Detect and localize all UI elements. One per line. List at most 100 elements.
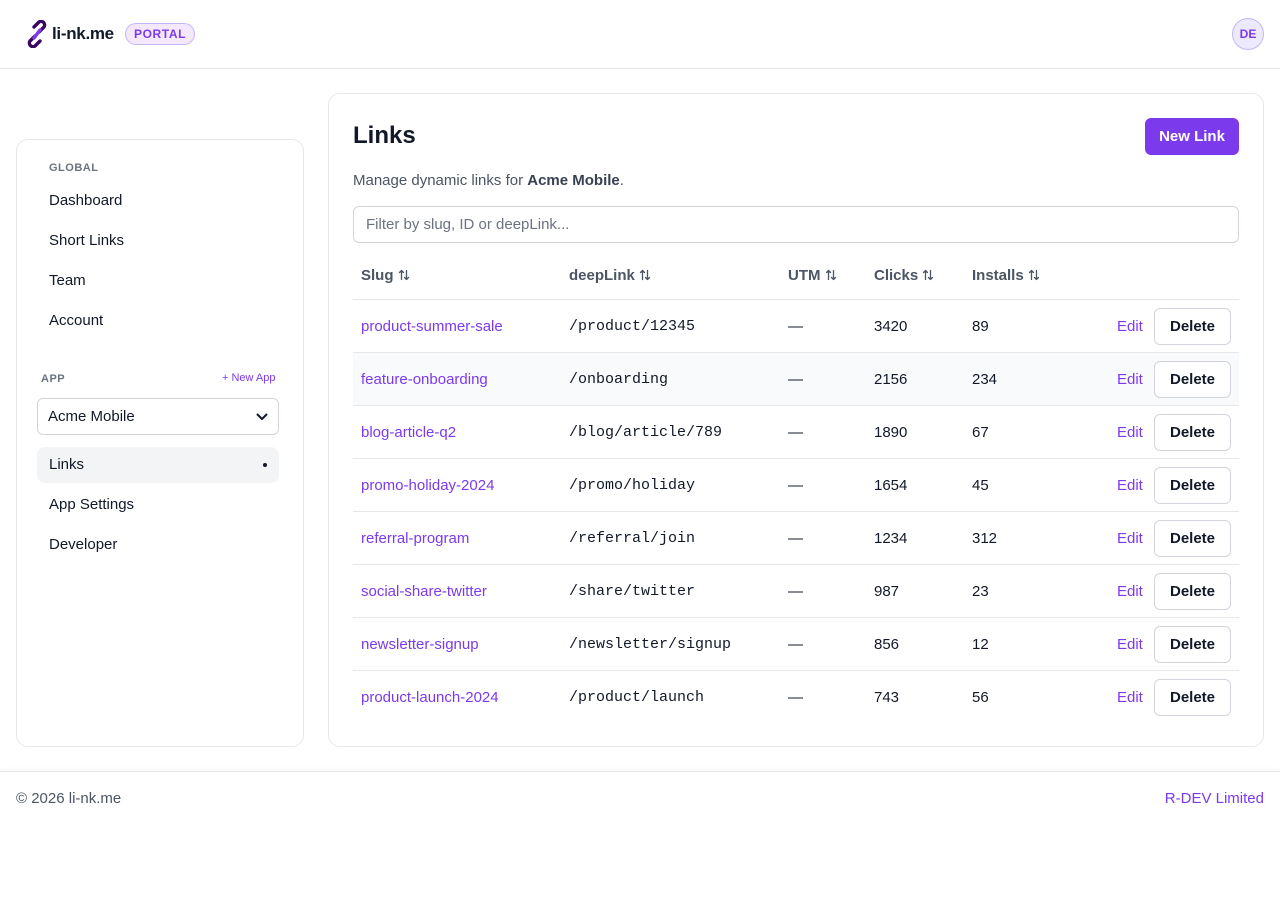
slug-link[interactable]: newsletter-signup <box>361 636 479 653</box>
utm-cell: — <box>788 371 803 388</box>
column-label: Slug <box>361 267 394 284</box>
edit-link[interactable]: Edit <box>1117 530 1143 547</box>
column-label: Installs <box>972 267 1024 284</box>
installs-cell: 56 <box>972 689 989 706</box>
column-header-clicks[interactable]: Clicks <box>874 252 934 300</box>
chevron-down-icon <box>256 413 268 420</box>
top-header: li-nk.me PORTAL DE <box>0 0 1280 69</box>
subtitle-suffix: . <box>619 172 624 189</box>
column-label: Clicks <box>874 267 919 284</box>
slug-link[interactable]: promo-holiday-2024 <box>361 477 495 494</box>
filter-input[interactable] <box>353 206 1239 243</box>
logo[interactable]: li-nk.me <box>24 20 114 48</box>
clicks-cell: 2156 <box>874 371 908 388</box>
chain-link-icon <box>27 20 47 48</box>
new-app-link[interactable]: + New App <box>222 372 276 384</box>
app-select-value: Acme Mobile <box>48 408 135 425</box>
deeplink-cell: /product/12345 <box>569 318 696 335</box>
installs-cell: 45 <box>972 477 989 494</box>
delete-button[interactable]: Delete <box>1154 308 1231 345</box>
user-avatar[interactable]: DE <box>1232 18 1264 50</box>
app-select[interactable]: Acme Mobile <box>37 398 279 435</box>
delete-button[interactable]: Delete <box>1154 414 1231 451</box>
utm-cell: — <box>788 424 803 441</box>
logo-text: li-nk.me <box>52 24 114 43</box>
installs-cell: 89 <box>972 318 989 335</box>
table-header: Slug deepLink UTM Clicks Installs <box>353 252 1239 300</box>
utm-cell: — <box>788 530 803 547</box>
deeplink-cell: /onboarding <box>569 371 669 388</box>
installs-cell: 312 <box>972 530 998 547</box>
delete-button[interactable]: Delete <box>1154 626 1231 663</box>
table-row: referral-program /referral/join — 1234 3… <box>353 512 1239 565</box>
column-header-slug[interactable]: Slug <box>361 252 410 300</box>
edit-link[interactable]: Edit <box>1117 424 1143 441</box>
sidebar-item-links[interactable]: Links <box>37 447 279 483</box>
column-label: UTM <box>788 267 821 284</box>
table-row: feature-onboarding /onboarding — 2156 23… <box>353 353 1239 406</box>
clicks-cell: 987 <box>874 583 900 600</box>
sidebar-item-team[interactable]: Team <box>49 272 86 289</box>
sidebar-item-label: Links <box>49 456 85 473</box>
sidebar-item-account[interactable]: Account <box>49 312 104 329</box>
installs-cell: 234 <box>972 371 998 388</box>
utm-cell: — <box>788 318 803 335</box>
main-panel: Links New Link Manage dynamic links for … <box>328 93 1264 747</box>
table-row: product-summer-sale /product/12345 — 342… <box>353 300 1239 353</box>
utm-cell: — <box>788 689 803 706</box>
slug-link[interactable]: referral-program <box>361 530 470 547</box>
table-row: newsletter-signup /newsletter/signup — 8… <box>353 618 1239 671</box>
deeplink-cell: /product/launch <box>569 689 705 706</box>
new-link-button[interactable]: New Link <box>1145 118 1239 155</box>
slug-link[interactable]: feature-onboarding <box>361 371 488 388</box>
company-link[interactable]: R-DEV Limited <box>1164 790 1264 807</box>
edit-link[interactable]: Edit <box>1117 583 1143 600</box>
page-title: Links <box>353 122 416 149</box>
edit-link[interactable]: Edit <box>1117 371 1143 388</box>
delete-button[interactable]: Delete <box>1154 520 1231 557</box>
deeplink-cell: /newsletter/signup <box>569 636 732 653</box>
slug-link[interactable]: product-launch-2024 <box>361 689 499 706</box>
table-row: promo-holiday-2024 /promo/holiday — 1654… <box>353 459 1239 512</box>
table-row: social-share-twitter /share/twitter — 98… <box>353 565 1239 618</box>
delete-button[interactable]: Delete <box>1154 467 1231 504</box>
column-label: deepLink <box>569 267 635 284</box>
slug-link[interactable]: product-summer-sale <box>361 318 503 335</box>
edit-link[interactable]: Edit <box>1117 689 1143 706</box>
subtitle-prefix: Manage dynamic links for <box>353 172 528 189</box>
column-header-utm[interactable]: UTM <box>788 252 837 300</box>
subtitle-app-name: Acme Mobile <box>527 172 620 189</box>
utm-cell: — <box>788 477 803 494</box>
column-header-deeplink[interactable]: deepLink <box>569 252 651 300</box>
global-section-label: GLOBAL <box>49 162 99 174</box>
sort-icon <box>825 269 836 281</box>
delete-button[interactable]: Delete <box>1154 573 1231 610</box>
table-row: product-launch-2024 /product/launch — 74… <box>353 671 1239 724</box>
table-row: blog-article-q2 /blog/article/789 — 1890… <box>353 406 1239 459</box>
sidebar-item-app-settings[interactable]: App Settings <box>49 496 135 513</box>
sort-icon <box>639 269 651 281</box>
deeplink-cell: /blog/article/789 <box>569 424 723 441</box>
edit-link[interactable]: Edit <box>1117 477 1143 494</box>
installs-cell: 12 <box>972 636 989 653</box>
sidebar-item-short-links[interactable]: Short Links <box>49 232 125 249</box>
footer: © 2026 li-nk.me R-DEV Limited <box>0 771 1280 827</box>
clicks-cell: 1890 <box>874 424 908 441</box>
portal-badge: PORTAL <box>125 23 196 45</box>
column-header-installs[interactable]: Installs <box>972 252 1040 300</box>
slug-link[interactable]: social-share-twitter <box>361 583 487 600</box>
clicks-cell: 856 <box>874 636 900 653</box>
edit-link[interactable]: Edit <box>1117 636 1143 653</box>
installs-cell: 23 <box>972 583 989 600</box>
clicks-cell: 1234 <box>874 530 908 547</box>
edit-link[interactable]: Edit <box>1117 318 1143 335</box>
sidebar: GLOBAL Dashboard Short Links Team Accoun… <box>16 139 304 747</box>
delete-button[interactable]: Delete <box>1154 679 1231 716</box>
deeplink-cell: /referral/join <box>569 530 696 547</box>
sidebar-item-dashboard[interactable]: Dashboard <box>49 192 123 209</box>
page-subtitle: Manage dynamic links for Acme Mobile. <box>353 172 624 189</box>
sidebar-item-developer[interactable]: Developer <box>49 536 118 553</box>
delete-button[interactable]: Delete <box>1154 361 1231 398</box>
slug-link[interactable]: blog-article-q2 <box>361 424 457 441</box>
sort-icon <box>923 269 934 281</box>
